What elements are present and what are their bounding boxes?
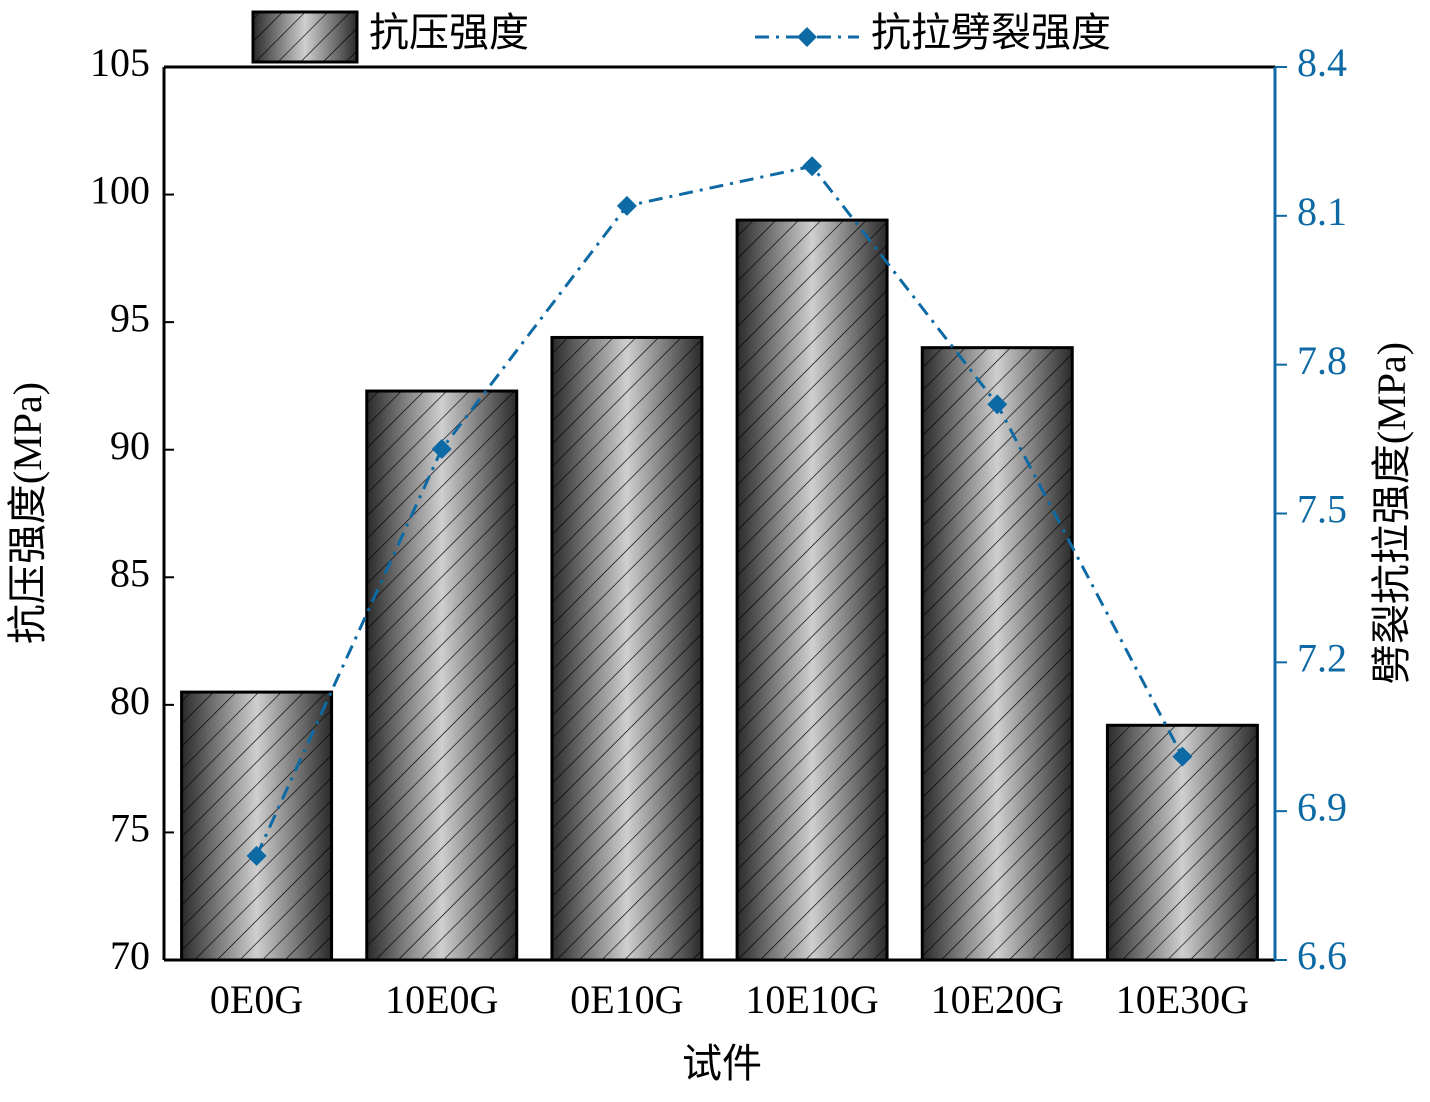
line-marker: [987, 394, 1008, 415]
y-tick-label: 95: [110, 295, 150, 340]
y2-tick-label: 7.2: [1297, 636, 1347, 681]
y2-tick-label: 6.9: [1297, 784, 1347, 829]
y-tick-label: 105: [90, 40, 150, 85]
line-marker: [616, 195, 637, 216]
y2-tick-label: 7.8: [1297, 338, 1347, 383]
line-marker: [246, 845, 267, 866]
bar-hatch: [180, 690, 334, 962]
bar-hatch: [920, 346, 1074, 962]
y-tick-label: 85: [110, 550, 150, 595]
x-tick-label: 0E0G: [210, 977, 303, 1022]
line-marker: [1172, 746, 1193, 767]
bar-hatch: [365, 389, 519, 962]
y-axis-label: 抗压强度(MPa): [5, 382, 50, 644]
legend-marker: [797, 27, 817, 47]
bar-hatch: [550, 335, 704, 962]
y2-tick-label: 7.5: [1297, 487, 1347, 532]
y-tick-label: 80: [110, 678, 150, 723]
y2-tick-label: 8.4: [1297, 40, 1347, 85]
y2-tick-label: 6.6: [1297, 933, 1347, 978]
y-tick-label: 75: [110, 806, 150, 851]
line-marker: [431, 439, 452, 460]
x-tick-label: 10E20G: [931, 977, 1064, 1022]
x-axis-label: 试件: [682, 1041, 762, 1086]
x-tick-label: 10E0G: [385, 977, 498, 1022]
legend-label: 抗压强度: [369, 10, 529, 55]
bar-hatch: [1105, 723, 1259, 962]
x-tick-label: 0E10G: [570, 977, 683, 1022]
bar-hatch: [735, 218, 889, 962]
y-tick-label: 100: [90, 168, 150, 213]
y2-axis-label: 劈裂抗拉强度(MPa): [1369, 342, 1414, 684]
y-tick-label: 90: [110, 423, 150, 468]
line-marker: [802, 156, 823, 177]
x-tick-label: 10E30G: [1116, 977, 1249, 1022]
legend-swatch-hatch: [251, 10, 359, 64]
y2-tick-label: 8.1: [1297, 189, 1347, 234]
x-tick-label: 10E10G: [745, 977, 878, 1022]
legend-label: 抗拉劈裂强度: [871, 10, 1111, 55]
y-tick-label: 70: [110, 933, 150, 978]
line: [255, 164, 1184, 857]
